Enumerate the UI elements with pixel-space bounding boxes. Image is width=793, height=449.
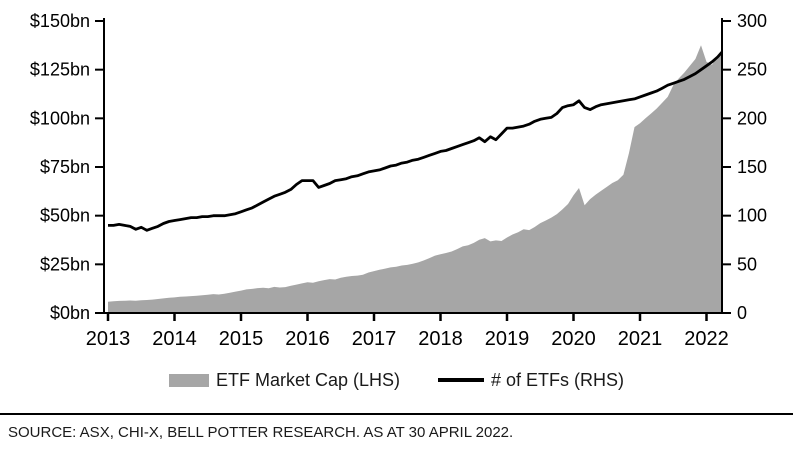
x-tick-label: 2019 <box>485 328 530 350</box>
right-tick-label: 300 <box>737 11 767 31</box>
left-tick-label: $50bn <box>40 206 90 226</box>
legend-item-etf-count: # of ETFs (RHS) <box>438 370 624 391</box>
x-tick-label: 2022 <box>684 328 729 350</box>
x-tick-label: 2014 <box>152 328 197 350</box>
x-tick-label: 2016 <box>285 328 330 350</box>
source-attribution: SOURCE: ASX, CHI-X, BELL POTTER RESEARCH… <box>8 424 514 441</box>
legend-item-market-cap: ETF Market Cap (LHS) <box>168 369 401 391</box>
etf-count-line <box>108 51 724 232</box>
left-tick-label: $150bn <box>30 11 90 31</box>
right-tick-label: 200 <box>737 108 767 128</box>
legend-label-market-cap: ETF Market Cap (LHS) <box>215 369 401 390</box>
market-cap-area <box>108 45 722 314</box>
etf-chart: $0bn $25bn $50bn $75bn $100bn $125bn $150bn 0 50… <box>30 11 767 350</box>
left-tick-label: $125bn <box>30 60 90 80</box>
left-tick-label: $25bn <box>40 254 90 274</box>
left-tick-label: $100bn <box>30 108 90 128</box>
right-tick-label: 100 <box>737 206 767 226</box>
x-tick-label: 2020 <box>551 328 596 350</box>
right-tick-label: 150 <box>737 157 767 177</box>
right-tick-label: 50 <box>737 254 757 274</box>
x-tick-label: 2021 <box>618 328 663 350</box>
area-swatch-icon <box>168 373 209 387</box>
right-tick-label: 250 <box>737 60 767 80</box>
x-tick-label: 2013 <box>86 328 131 350</box>
x-tick-label: 2015 <box>219 328 264 350</box>
footer-divider <box>0 413 793 415</box>
legend-label-etf-count: # of ETFs (RHS) <box>491 369 625 390</box>
x-tick-label: 2018 <box>418 328 463 350</box>
left-tick-label: $0bn <box>50 303 90 323</box>
x-tick-label: 2017 <box>352 328 397 350</box>
chart-legend: ETF Market Cap (LHS) # of ETFs (RHS) <box>0 366 793 394</box>
line-swatch-icon <box>438 378 485 382</box>
right-tick-label: 0 <box>737 303 747 323</box>
left-tick-label: $75bn <box>40 157 90 177</box>
